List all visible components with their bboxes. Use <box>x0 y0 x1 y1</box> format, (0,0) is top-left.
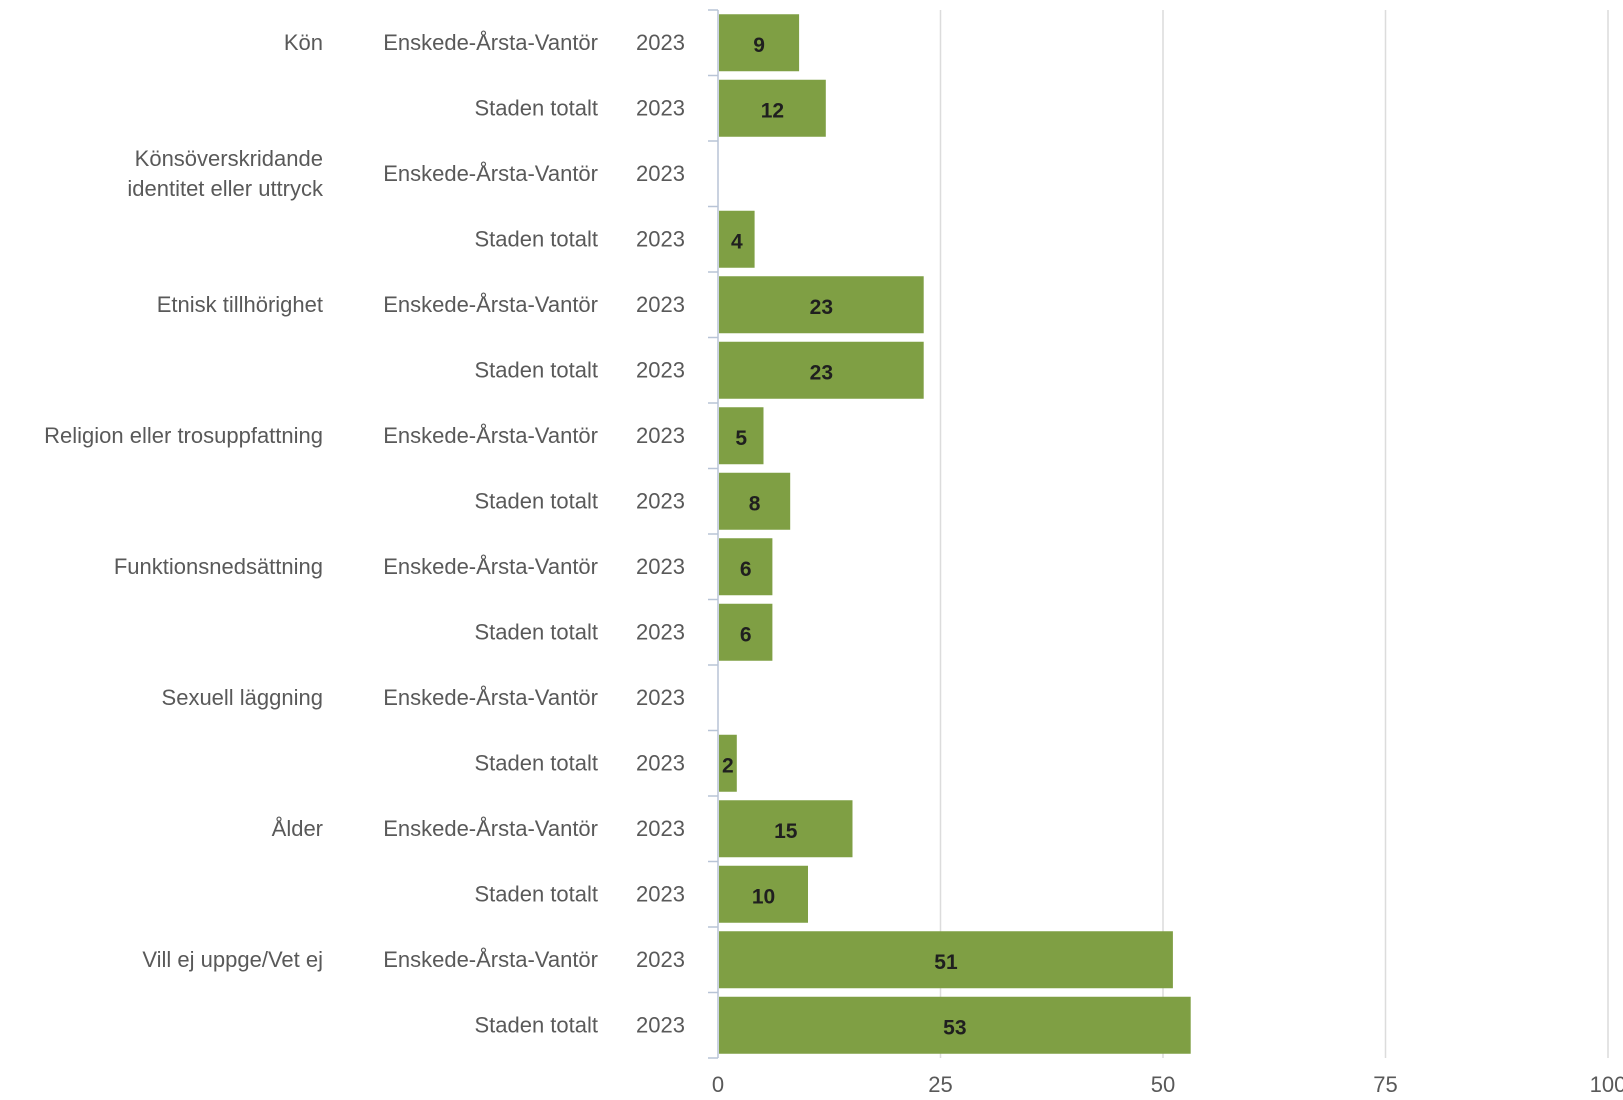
data-label: 53 <box>943 1016 966 1039</box>
area-label: Enskede-Årsta-Vantör <box>383 30 598 55</box>
data-label: 23 <box>810 296 833 319</box>
group-label: Ålder <box>272 816 323 841</box>
group-label: Kön <box>284 30 323 55</box>
group-label: Vill ej uppge/Vet ej <box>142 947 323 972</box>
group-label: Sexuell läggning <box>162 685 323 710</box>
year-label: 2023 <box>636 750 685 775</box>
area-label: Staden totalt <box>474 488 598 513</box>
group-label: Funktionsnedsättning <box>114 554 323 579</box>
x-tick-label: 0 <box>712 1072 724 1097</box>
year-label: 2023 <box>636 685 685 710</box>
bar <box>719 538 773 596</box>
bar <box>719 996 1191 1054</box>
area-label: Staden totalt <box>474 1012 598 1037</box>
x-tick-label: 75 <box>1373 1072 1397 1097</box>
year-label: 2023 <box>636 357 685 382</box>
area-label: Staden totalt <box>474 750 598 775</box>
area-label: Enskede-Årsta-Vantör <box>383 685 598 710</box>
group-label-line: identitet eller uttryck <box>127 176 324 201</box>
group-label-line: Könsöverskridande <box>135 146 323 171</box>
data-label: 8 <box>749 492 761 515</box>
bar <box>719 734 737 792</box>
data-label: 5 <box>735 427 747 450</box>
data-label: 15 <box>774 820 798 843</box>
group-label: Religion eller trosuppfattning <box>44 423 323 448</box>
bar <box>719 931 1173 989</box>
data-label: 23 <box>810 361 833 384</box>
bar <box>719 276 924 334</box>
gridlines <box>708 9 1609 1059</box>
area-label: Enskede-Årsta-Vantör <box>383 816 598 841</box>
year-label: 2023 <box>636 161 685 186</box>
area-label: Enskede-Årsta-Vantör <box>383 423 598 448</box>
area-label: Enskede-Årsta-Vantör <box>383 554 598 579</box>
area-label: Staden totalt <box>474 95 598 120</box>
area-label: Staden totalt <box>474 619 598 644</box>
area-label: Staden totalt <box>474 881 598 906</box>
bar <box>719 603 773 661</box>
data-label: 51 <box>934 951 958 974</box>
bar <box>719 472 791 530</box>
year-label: 2023 <box>636 554 685 579</box>
data-label: 9 <box>753 34 765 57</box>
data-label: 6 <box>740 558 752 581</box>
area-label: Enskede-Årsta-Vantör <box>383 161 598 186</box>
year-label: 2023 <box>636 881 685 906</box>
data-label: 2 <box>722 754 734 777</box>
year-label: 2023 <box>636 488 685 513</box>
year-label: 2023 <box>636 95 685 120</box>
year-label: 2023 <box>636 226 685 251</box>
area-label: Enskede-Årsta-Vantör <box>383 292 598 317</box>
area-label: Staden totalt <box>474 357 598 382</box>
data-label: 12 <box>761 99 784 122</box>
data-label: 6 <box>740 623 752 646</box>
data-label: 4 <box>731 230 743 253</box>
year-label: 2023 <box>636 619 685 644</box>
bar <box>719 407 764 465</box>
x-axis: 0 25 50 75 100 <box>712 1072 1623 1097</box>
category-labels: 2023 Enskede-Årsta-Vantör Kön 2023 Staden to… <box>44 30 685 1038</box>
area-label: Enskede-Årsta-Vantör <box>383 947 598 972</box>
area-label: Staden totalt <box>474 226 598 251</box>
x-tick-label: 25 <box>928 1072 952 1097</box>
year-label: 2023 <box>636 947 685 972</box>
year-label: 2023 <box>636 423 685 448</box>
bars: 9 12 4 23 23 5 8 6 6 2 15 10 51 53 <box>719 14 1191 1054</box>
bar <box>719 865 808 923</box>
bar <box>719 800 853 858</box>
year-label: 2023 <box>636 30 685 55</box>
data-label: 10 <box>752 885 775 908</box>
bar <box>719 14 800 72</box>
bar <box>719 210 755 268</box>
group-label: Etnisk tillhörighet <box>157 292 323 317</box>
year-label: 2023 <box>636 1012 685 1037</box>
year-label: 2023 <box>636 292 685 317</box>
bar <box>719 341 924 399</box>
year-label: 2023 <box>636 816 685 841</box>
bar <box>719 79 826 137</box>
x-tick-label: 100 <box>1590 1072 1623 1097</box>
x-tick-label: 50 <box>1151 1072 1175 1097</box>
